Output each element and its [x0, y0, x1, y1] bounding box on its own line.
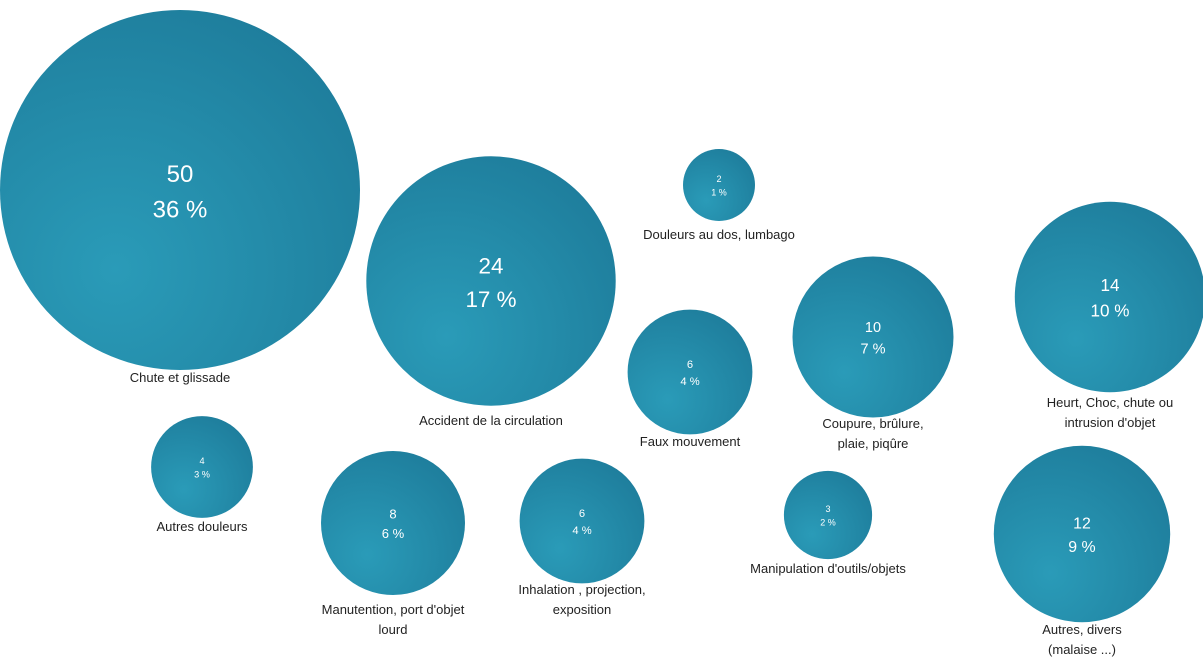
bubble-autres-douleurs	[151, 416, 253, 518]
bubble-count-autres-douleurs: 4	[199, 456, 204, 466]
bubble-count-accident-de-la-circulation: 24	[479, 253, 504, 278]
bubble-label-coupure-br-lure-plaie-piq-re: Coupure, brûlure, plaie, piqûre	[822, 416, 923, 451]
bubble-percent-coupure-br-lure-plaie-piq-re: 7 %	[861, 342, 886, 358]
bubble-label-autres-douleurs: Autres douleurs	[156, 519, 248, 534]
bubble-heurt-choc-chute-ou-intrusion-d-objet	[1014, 201, 1203, 393]
bubble-count-faux-mouvement: 6	[687, 359, 693, 371]
bubble-coupure-br-lure-plaie-piq-re	[792, 256, 954, 418]
bubble-accident-de-la-circulation	[366, 156, 616, 406]
bubble-faux-mouvement	[627, 309, 753, 435]
bubble-percent-douleurs-au-dos-lumbago: 1 %	[711, 187, 727, 197]
bubble-count-chute-et-glissade: 50	[167, 161, 194, 188]
bubble-count-manipulation-d-outils-objets: 3	[825, 504, 830, 514]
bubble-percent-faux-mouvement: 4 %	[680, 376, 699, 388]
bubble-percent-autres-douleurs: 3 %	[194, 470, 210, 480]
bubble-label-manipulation-d-outils-objets: Manipulation d'outils/objets	[750, 561, 906, 576]
bubble-percent-autres-divers-malaise: 9 %	[1068, 539, 1095, 556]
bubble-autres-divers-malaise	[993, 445, 1171, 623]
bubble-count-inhalation-projection-exposition: 6	[579, 508, 585, 520]
bubble-percent-inhalation-projection-exposition: 4 %	[572, 525, 591, 537]
bubble-label-heurt-choc-chute-ou-intrusion-d-objet: Heurt, Choc, chute ou intrusion d'objet	[1047, 395, 1173, 430]
bubble-label-faux-mouvement: Faux mouvement	[640, 434, 741, 449]
bubble-count-manutention-port-d-objet-lourd: 8	[389, 507, 396, 522]
bubble-percent-manutention-port-d-objet-lourd: 6 %	[382, 526, 405, 541]
bubble-manipulation-d-outils-objets	[783, 470, 873, 560]
bubble-label-chute-et-glissade: Chute et glissade	[130, 370, 230, 385]
bubble-label-accident-de-la-circulation: Accident de la circulation	[419, 413, 563, 428]
bubble-manutention-port-d-objet-lourd	[321, 451, 465, 595]
bubble-label-autres-divers-malaise: Autres, divers (malaise ...)	[1042, 622, 1122, 657]
bubble-count-heurt-choc-chute-ou-intrusion-d-objet: 14	[1100, 276, 1119, 295]
bubble-percent-manipulation-d-outils-objets: 2 %	[820, 517, 836, 527]
bubble-percent-accident-de-la-circulation: 17 %	[465, 287, 516, 312]
bubble-label-douleurs-au-dos-lumbago: Douleurs au dos, lumbago	[643, 227, 795, 242]
bubble-count-autres-divers-malaise: 12	[1073, 516, 1091, 533]
bubble-percent-chute-et-glissade: 36 %	[153, 197, 208, 224]
bubble-label-inhalation-projection-exposition: Inhalation , projection, exposition	[518, 582, 645, 617]
bubble-chute-et-glissade	[0, 10, 360, 370]
bubble-count-douleurs-au-dos-lumbago: 2	[716, 174, 721, 184]
bubble-inhalation-projection-exposition	[519, 458, 645, 584]
bubble-percent-heurt-choc-chute-ou-intrusion-d-objet: 10 %	[1091, 302, 1130, 321]
bubble-douleurs-au-dos-lumbago	[683, 149, 755, 221]
bubble-count-coupure-br-lure-plaie-piq-re: 10	[865, 320, 881, 336]
bubble-label-manutention-port-d-objet-lourd: Manutention, port d'objet lourd	[322, 602, 465, 637]
